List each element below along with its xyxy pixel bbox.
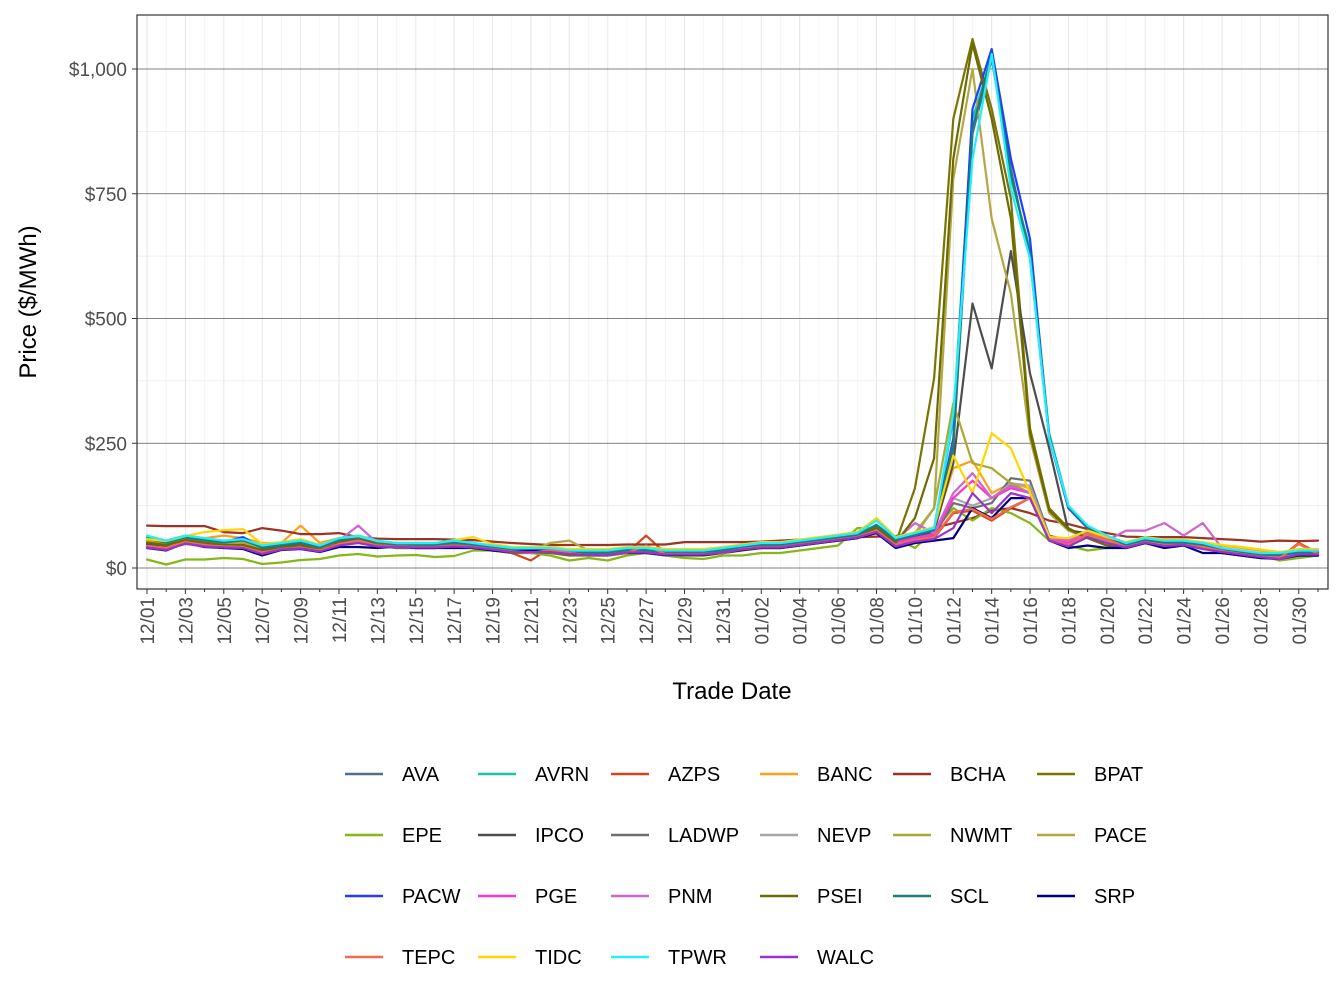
legend-label: PACE xyxy=(1094,825,1147,847)
x-tick-label: 12/13 xyxy=(368,597,389,645)
x-axis-title: Trade Date xyxy=(672,678,791,705)
y-axis: $0 $250 $500 $750 $1,000 xyxy=(69,60,137,580)
x-tick-label: 01/24 xyxy=(1175,597,1196,645)
legend-label: NWMT xyxy=(950,825,1012,847)
x-tick-label: 01/10 xyxy=(906,597,927,645)
legend-item-azps: AZPS xyxy=(611,764,720,786)
x-tick-label: 01/08 xyxy=(867,597,888,645)
legend-item-tpwr: TPWR xyxy=(611,947,727,969)
y-axis-title: Price ($/MWh) xyxy=(15,225,42,378)
legend-label: PACW xyxy=(402,886,461,908)
x-tick-label: 01/26 xyxy=(1213,597,1234,645)
legend-item-scl: SCL xyxy=(893,886,989,908)
legend-item-srp: SRP xyxy=(1037,886,1135,908)
y-tick-label: $500 xyxy=(85,310,127,331)
x-tick-label: 12/09 xyxy=(292,597,313,645)
legend-item-pge: PGE xyxy=(478,886,577,908)
x-tick-label: 12/03 xyxy=(176,597,197,645)
series-layer xyxy=(145,37,1320,566)
legend: AVA AVRN AZPS BANC BCHA BPAT EPE IPCO LADWP NEVP N… xyxy=(345,764,1147,969)
legend-label: AVA xyxy=(402,764,440,786)
x-tick-label: 12/17 xyxy=(445,597,466,645)
legend-item-walc: WALC xyxy=(760,947,874,969)
x-tick-label: 01/14 xyxy=(983,597,1004,645)
legend-item-ava: AVA xyxy=(345,764,440,786)
legend-item-tepc: TEPC xyxy=(345,947,455,969)
legend-item-psei: PSEI xyxy=(760,886,863,908)
x-tick-label: 01/16 xyxy=(1021,597,1042,645)
series-line-scl xyxy=(145,52,1320,557)
y-tick-label: $250 xyxy=(85,434,127,455)
legend-label: TPWR xyxy=(668,947,727,969)
legend-item-pace: PACE xyxy=(1037,825,1147,847)
x-tick-label: 12/05 xyxy=(215,597,236,645)
x-tick-label: 12/01 xyxy=(138,597,159,645)
legend-label: EPE xyxy=(402,825,442,847)
legend-item-epe: EPE xyxy=(345,825,442,847)
y-tick-label: $0 xyxy=(106,559,127,580)
legend-label: AZPS xyxy=(668,764,720,786)
legend-label: BANC xyxy=(817,764,873,786)
legend-item-ipco: IPCO xyxy=(478,825,584,847)
legend-label: SCL xyxy=(950,886,989,908)
legend-label: PSEI xyxy=(817,886,863,908)
x-tick-label: 12/19 xyxy=(484,597,505,645)
x-tick-label: 01/28 xyxy=(1251,597,1272,645)
legend-item-bcha: BCHA xyxy=(893,764,1006,786)
legend-label: AVRN xyxy=(535,764,589,786)
series-line-walc xyxy=(145,492,1320,561)
x-tick-label: 01/20 xyxy=(1098,597,1119,645)
legend-label: BCHA xyxy=(950,764,1006,786)
x-axis: 12/01 12/03 12/05 12/07 12/09 12/11 12/13 12/15… xyxy=(138,589,1319,645)
y-tick-label: $1,000 xyxy=(69,60,127,81)
x-tick-label: 01/12 xyxy=(944,597,965,645)
legend-label: LADWP xyxy=(668,825,739,847)
x-tick-label: 01/30 xyxy=(1290,597,1311,645)
x-tick-label: 12/27 xyxy=(637,597,658,645)
x-tick-label: 01/04 xyxy=(791,597,812,645)
legend-item-pnm: PNM xyxy=(611,886,712,908)
x-tick-label: 01/22 xyxy=(1136,597,1157,645)
legend-label: NEVP xyxy=(817,825,871,847)
legend-item-tidc: TIDC xyxy=(478,947,582,969)
legend-label: PGE xyxy=(535,886,577,908)
x-tick-label: 12/07 xyxy=(253,597,274,645)
x-tick-label: 12/25 xyxy=(599,597,620,645)
legend-label: WALC xyxy=(817,947,874,969)
x-tick-label: 12/15 xyxy=(407,597,428,645)
x-tick-label: 12/21 xyxy=(522,597,543,645)
legend-label: SRP xyxy=(1094,886,1135,908)
legend-label: PNM xyxy=(668,886,712,908)
legend-label: TEPC xyxy=(402,947,455,969)
series-line-tpwr xyxy=(145,52,1320,555)
x-tick-label: 01/02 xyxy=(752,597,773,645)
x-tick-label: 12/29 xyxy=(676,597,697,645)
x-tick-label: 12/23 xyxy=(560,597,581,645)
legend-label: BPAT xyxy=(1094,764,1143,786)
plot-background xyxy=(137,15,1328,589)
legend-item-nevp: NEVP xyxy=(760,825,871,847)
legend-item-pacw: PACW xyxy=(345,886,461,908)
x-tick-label: 12/31 xyxy=(714,597,735,645)
series-line-bcha xyxy=(145,507,1320,547)
plot-border xyxy=(136,14,1329,590)
legend-item-nwmt: NWMT xyxy=(893,825,1012,847)
legend-label: TIDC xyxy=(535,947,582,969)
legend-label: IPCO xyxy=(535,825,584,847)
x-tick-label: 01/06 xyxy=(829,597,850,645)
legend-item-ladwp: LADWP xyxy=(611,825,739,847)
x-tick-label: 01/18 xyxy=(1059,597,1080,645)
legend-item-avrn: AVRN xyxy=(478,764,589,786)
y-tick-label: $750 xyxy=(85,185,127,206)
legend-item-banc: BANC xyxy=(760,764,873,786)
x-tick-label: 12/11 xyxy=(330,597,351,643)
legend-item-bpat: BPAT xyxy=(1037,764,1143,786)
